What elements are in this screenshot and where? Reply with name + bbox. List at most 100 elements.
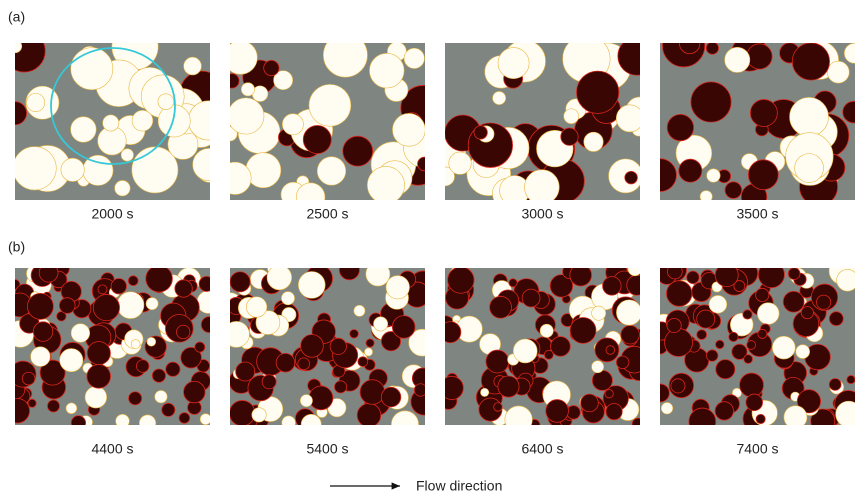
oil-blob	[743, 310, 752, 319]
oil-blob	[544, 350, 553, 359]
oil-blob	[28, 399, 36, 407]
micrograph	[218, 260, 438, 438]
pore-blob	[85, 386, 107, 408]
oil-blob	[176, 325, 189, 338]
oil-blob	[801, 306, 813, 318]
oil-blob	[111, 279, 126, 294]
oil-blob	[309, 386, 333, 410]
oil-blob	[747, 44, 772, 69]
pore-blob	[155, 390, 167, 402]
pore-blob	[71, 117, 97, 143]
pore-blob	[61, 158, 84, 181]
oil-blob	[129, 392, 142, 405]
oil-blob	[616, 356, 629, 369]
oil-blob	[667, 318, 681, 332]
oil-blob	[725, 182, 742, 199]
pore-blob	[772, 336, 795, 359]
pore-blob	[725, 47, 750, 72]
oil-blob	[665, 328, 693, 356]
pore-blob	[223, 321, 249, 347]
oil-blob	[33, 322, 53, 342]
pore-blob	[540, 324, 553, 337]
oil-blob	[716, 340, 725, 349]
pore-blob	[584, 132, 603, 151]
oil-blob	[184, 381, 206, 403]
pore-blob	[13, 147, 56, 190]
oil-blob	[87, 365, 111, 389]
oil-blob	[697, 310, 715, 328]
oil-blob	[576, 71, 618, 113]
oil-blob	[706, 42, 718, 54]
oil-blob	[817, 295, 831, 309]
pore-blob	[309, 84, 351, 126]
oil-blob	[756, 414, 765, 423]
pore-blob	[132, 110, 153, 131]
pore-blob	[71, 48, 113, 90]
oil-blob	[494, 403, 503, 412]
oil-blob	[606, 404, 622, 420]
micrograph	[435, 262, 649, 434]
pore-blob	[628, 262, 642, 276]
micrograph	[5, 262, 219, 431]
pore-blob	[790, 97, 829, 136]
pore-blob	[71, 324, 90, 343]
oil-blob	[551, 337, 571, 357]
oil-blob	[486, 350, 509, 373]
oil-blob	[603, 277, 622, 296]
pore-blob	[661, 402, 673, 414]
pore-blob	[298, 272, 325, 299]
flow-label: Flow direction	[416, 478, 502, 494]
oil-blob	[758, 329, 767, 338]
oil-blob	[729, 332, 738, 341]
pore-blob	[115, 180, 131, 196]
pore-blob	[27, 93, 45, 111]
time-caption: 2500 s	[306, 206, 348, 222]
oil-blob	[667, 114, 693, 140]
pore-blob	[354, 305, 365, 316]
oil-blob	[298, 358, 310, 370]
pore-blob	[505, 406, 532, 433]
oil-blob	[381, 387, 401, 407]
pore-blob	[146, 298, 158, 310]
oil-blob	[418, 157, 432, 171]
oil-blob	[715, 264, 738, 287]
pore-blob	[757, 303, 779, 325]
panel-label: (b)	[8, 239, 25, 255]
panel-label: (a)	[8, 9, 25, 25]
oil-blob	[136, 360, 149, 373]
micrograph	[652, 257, 856, 435]
oil-blob	[667, 264, 682, 279]
pore-blob	[513, 339, 537, 363]
oil-blob	[264, 60, 279, 75]
pore-blob	[60, 349, 83, 372]
oil-blob	[343, 136, 373, 166]
oil-blob	[627, 275, 647, 295]
oil-blob	[829, 379, 841, 391]
oil-blob	[679, 159, 702, 182]
oil-blob	[605, 390, 613, 398]
pore-blob	[592, 361, 604, 373]
pore-blob	[9, 40, 22, 53]
pore-blob	[707, 169, 721, 183]
pore-blob	[323, 33, 367, 77]
oil-blob	[358, 357, 368, 367]
pore-blob	[200, 414, 211, 425]
time-caption: 4400 s	[91, 441, 133, 457]
oil-blob	[652, 384, 670, 402]
oil-blob	[162, 403, 175, 416]
oil-blob	[567, 406, 581, 420]
oil-blob	[303, 126, 331, 154]
oil-blob	[440, 376, 463, 399]
micrograph	[3, 24, 227, 200]
pore-blob	[197, 291, 220, 314]
pore-blob	[404, 48, 424, 68]
pore-blob	[31, 347, 51, 367]
oil-blob	[339, 260, 359, 280]
oil-blob	[448, 267, 474, 293]
oil-blob	[146, 265, 173, 292]
pore-blob	[449, 152, 471, 174]
pore-blob	[616, 105, 643, 132]
pore-blob	[301, 414, 321, 434]
oil-blob	[490, 296, 512, 318]
oil-blob	[301, 335, 324, 358]
